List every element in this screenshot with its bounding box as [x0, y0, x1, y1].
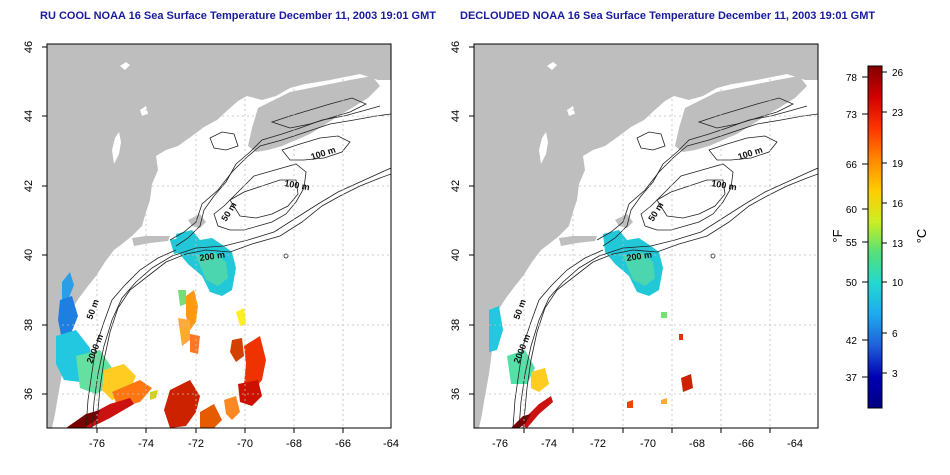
lon-tick-label: -74	[138, 438, 154, 450]
grid-left	[47, 44, 391, 428]
left-map: 100 m 100 m 50 m 200 m 50 m 2000 m -76 -…	[23, 41, 399, 450]
celsius-tick-label: 23	[892, 108, 904, 119]
celsius-tick-label: 13	[892, 239, 904, 250]
fahrenheit-tick-label: 37	[846, 373, 858, 384]
right-map: 100 m 100 m 50 m 200 m 50 m 2000 m -76 -…	[450, 41, 819, 450]
land-mass	[47, 44, 391, 428]
lon-tick-label: -70	[237, 438, 253, 450]
fahrenheit-tick-label: 42	[846, 336, 858, 347]
temperature-colorbar: 78 73 66 60 55 50 42 37 26 23 19 16 13 1…	[830, 65, 929, 409]
lon-tick-label: -72	[188, 438, 204, 450]
lon-tick-label: -76	[89, 438, 105, 450]
lat-tick-label: 46	[450, 41, 462, 53]
lat-tick-label: 44	[450, 110, 462, 122]
lat-tick-label: 36	[450, 388, 462, 400]
celsius-tick-label: 16	[892, 199, 904, 210]
lon-tick-label: -76	[492, 438, 508, 450]
lat-tick-label: 42	[450, 180, 462, 192]
fahrenheit-tick-label: 66	[846, 160, 858, 171]
fahrenheit-tick-label: 60	[846, 205, 858, 216]
lat-tick-label: 46	[23, 41, 35, 53]
fahrenheit-tick-label: 55	[846, 238, 858, 249]
celsius-tick-label: 10	[892, 278, 904, 289]
celsius-tick-label: 6	[892, 329, 898, 340]
lat-tick-label: 40	[23, 249, 35, 261]
lon-tick-label: -66	[335, 438, 351, 450]
bathymetry-contours	[85, 97, 391, 428]
fahrenheit-tick-label: 78	[846, 73, 858, 84]
contour-label: 100 m	[284, 178, 311, 192]
lon-tick-label: -74	[541, 438, 557, 450]
colorbar-strip	[867, 65, 883, 409]
celsius-tick-label: 19	[892, 159, 904, 170]
lat-tick-label: 38	[450, 319, 462, 331]
contour-label: 100 m	[711, 178, 738, 192]
fahrenheit-tick-label: 50	[846, 278, 858, 289]
contour-label: 200 m	[199, 250, 226, 263]
lon-tick-label: -70	[640, 438, 656, 450]
lon-tick-label: -72	[590, 438, 606, 450]
fahrenheit-unit-label: °F	[830, 229, 845, 242]
contour-label: 200 m	[626, 250, 653, 263]
right-panel-title: DECLOUDED NOAA 16 Sea Surface Temperatur…	[460, 10, 876, 22]
left-panel-title: RU COOL NOAA 16 Sea Surface Temperature …	[40, 10, 436, 22]
lat-tick-label: 42	[23, 180, 35, 192]
lon-tick-label: -64	[787, 438, 803, 450]
celsius-tick-label: 26	[892, 68, 904, 79]
lon-tick-label: -68	[286, 438, 302, 450]
lat-tick-label: 38	[23, 319, 35, 331]
lat-tick-label: 36	[23, 388, 35, 400]
lat-tick-label: 40	[450, 249, 462, 261]
lon-tick-label: -64	[383, 438, 399, 450]
fahrenheit-tick-label: 73	[846, 110, 858, 121]
lon-tick-label: -68	[689, 438, 705, 450]
celsius-tick-label: 3	[892, 369, 898, 380]
lat-tick-label: 44	[23, 110, 35, 122]
lon-tick-label: -66	[738, 438, 754, 450]
celsius-unit-label: °C	[914, 229, 929, 244]
